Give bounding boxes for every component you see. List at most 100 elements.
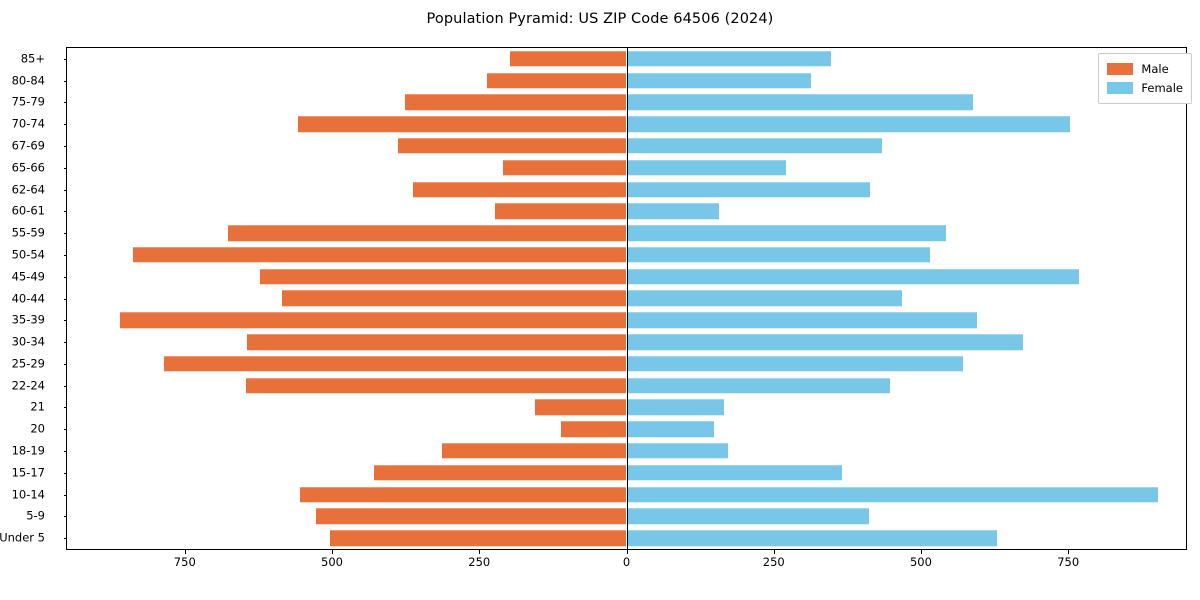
male-bar[interactable] <box>260 268 627 285</box>
pyramid-row <box>67 331 1186 353</box>
x-tick-mark <box>1068 550 1070 554</box>
male-bar[interactable] <box>560 421 627 437</box>
male-bar[interactable] <box>405 94 627 111</box>
male-bar[interactable] <box>228 225 627 241</box>
female-bar[interactable] <box>626 508 869 525</box>
pyramid-row <box>67 222 1186 244</box>
male-bar[interactable] <box>246 377 627 394</box>
y-tick-mark <box>63 516 67 518</box>
y-tick-mark <box>63 429 67 431</box>
male-bar[interactable] <box>486 72 627 89</box>
male-bar[interactable] <box>441 443 627 459</box>
x-tick-mark <box>184 550 186 554</box>
female-bar[interactable] <box>626 443 729 459</box>
male-bar[interactable] <box>373 465 627 481</box>
y-tick-mark <box>63 385 67 387</box>
y-tick-mark <box>63 538 67 540</box>
female-bar[interactable] <box>626 312 977 329</box>
male-bar[interactable] <box>132 247 627 263</box>
y-tick-label: 62-64 <box>11 181 45 196</box>
male-bar[interactable] <box>330 530 627 546</box>
female-bar[interactable] <box>626 72 811 89</box>
male-bar[interactable] <box>281 290 627 307</box>
female-bar[interactable] <box>626 181 871 198</box>
female-bar[interactable] <box>626 138 883 154</box>
y-tick-mark <box>63 494 67 496</box>
male-bar[interactable] <box>413 181 627 198</box>
y-tick-mark <box>63 363 67 365</box>
female-bar[interactable] <box>626 94 973 111</box>
female-bar[interactable] <box>626 116 1070 132</box>
pyramid-row <box>67 288 1186 310</box>
female-bar[interactable] <box>626 377 890 394</box>
female-bar[interactable] <box>626 160 786 176</box>
pyramid-row <box>67 157 1186 179</box>
female-bar[interactable] <box>626 290 902 307</box>
female-bar[interactable] <box>626 203 719 220</box>
male-bar[interactable] <box>316 508 627 525</box>
y-tick-label: Under 5 <box>0 530 45 545</box>
female-bar[interactable] <box>626 247 931 263</box>
female-bar[interactable] <box>626 225 947 241</box>
male-bar[interactable] <box>397 138 627 154</box>
y-tick-mark <box>63 58 67 60</box>
pyramid-row <box>67 462 1186 484</box>
male-bar[interactable] <box>494 203 627 220</box>
female-bar[interactable] <box>626 530 997 546</box>
female-bar[interactable] <box>626 356 963 372</box>
female-bar[interactable] <box>626 51 831 67</box>
male-bar[interactable] <box>120 312 627 329</box>
female-bar[interactable] <box>626 465 843 481</box>
y-tick-label: 70-74 <box>11 116 45 131</box>
male-bar[interactable] <box>509 51 627 67</box>
y-tick-mark <box>63 472 67 474</box>
pyramid-row <box>67 353 1186 375</box>
pyramid-row <box>67 135 1186 157</box>
x-tick-label: 250 <box>762 555 785 569</box>
y-tick-label: 45-49 <box>11 268 45 283</box>
pyramid-row <box>67 48 1186 70</box>
y-tick-label: 35-39 <box>11 312 45 327</box>
pyramid-row <box>67 200 1186 222</box>
pyramid-row <box>67 505 1186 527</box>
female-bar[interactable] <box>626 268 1079 285</box>
female-bar[interactable] <box>626 399 725 416</box>
pyramid-row <box>67 266 1186 288</box>
pyramid-row <box>67 375 1186 397</box>
pyramid-row <box>67 179 1186 201</box>
male-bar[interactable] <box>299 486 627 503</box>
legend-swatch-icon <box>1107 81 1134 94</box>
x-tick-mark <box>332 550 334 554</box>
y-tick-label: 22-24 <box>11 377 45 392</box>
pyramid-row <box>67 309 1186 331</box>
pyramid-row <box>67 70 1186 92</box>
male-bar[interactable] <box>163 356 627 372</box>
pyramid-row <box>67 113 1186 135</box>
y-tick-label: 55-59 <box>11 225 45 240</box>
legend-item-female[interactable]: Female <box>1107 78 1183 97</box>
y-tick-label: 10-14 <box>11 486 45 501</box>
y-tick-mark <box>63 189 67 191</box>
x-tick-label: 500 <box>321 555 343 569</box>
y-tick-label: 21 <box>30 399 45 414</box>
legend: Male Female <box>1098 53 1192 104</box>
x-tick-label: 750 <box>1057 555 1080 569</box>
male-bar[interactable] <box>246 334 627 350</box>
pyramid-row <box>67 244 1186 266</box>
y-tick-mark <box>63 342 67 344</box>
female-bar[interactable] <box>626 421 714 437</box>
x-tick-label: 750 <box>173 555 196 569</box>
y-tick-label: 40-44 <box>11 290 45 305</box>
y-tick-mark <box>63 233 67 235</box>
y-tick-mark <box>63 450 67 452</box>
pyramid-row <box>67 484 1186 506</box>
y-tick-label: 5-9 <box>26 508 45 523</box>
x-tick-mark <box>479 550 481 554</box>
female-bar[interactable] <box>626 334 1024 350</box>
male-bar[interactable] <box>502 160 627 176</box>
male-bar[interactable] <box>298 116 627 132</box>
female-bar[interactable] <box>626 486 1158 503</box>
legend-item-male[interactable]: Male <box>1107 59 1183 78</box>
male-bar[interactable] <box>535 399 627 416</box>
